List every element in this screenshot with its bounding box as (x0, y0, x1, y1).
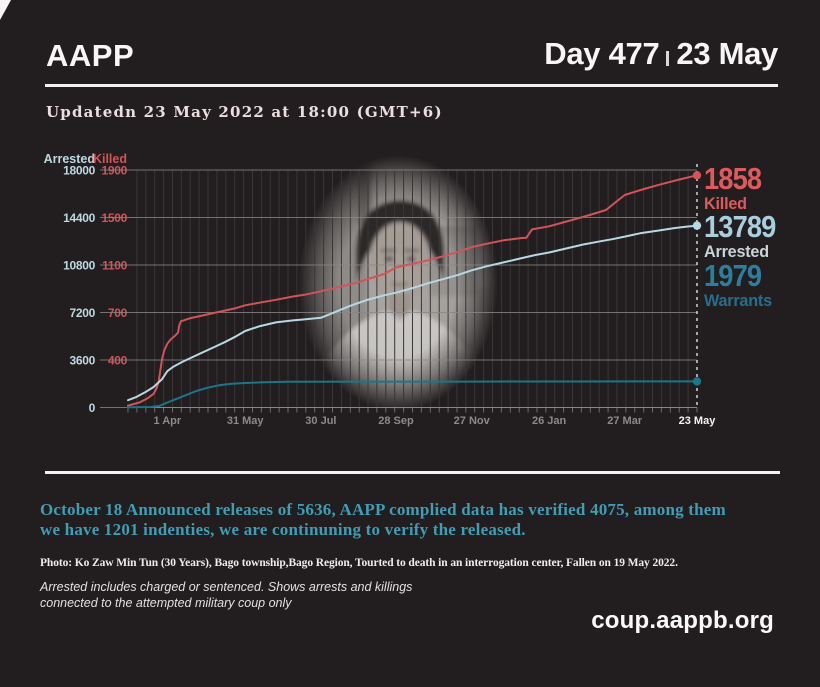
arrested-axis-tick: 18000 (63, 164, 95, 178)
header-rule (45, 84, 778, 87)
x-tick-label: 23 May (679, 415, 717, 427)
x-tick-label: 1 Apr (153, 415, 181, 427)
updated-line: Updatedn 23 May 2022 at 18:00 (GMT+6) (46, 103, 443, 121)
warrants-count: 1979 (704, 258, 762, 293)
stat-killed: 1858 Killed (704, 163, 769, 212)
arrested-axis-tick: 10800 (63, 259, 95, 273)
release-note-line1: October 18 Announced releases of 5636, A… (40, 500, 726, 519)
stat-warrants: 1979 Warrants (704, 260, 775, 309)
killed-line (127, 174, 698, 407)
x-tick-label: 27 Mar (607, 415, 643, 427)
killed-count-label: Killed (704, 194, 747, 213)
disclaimer: Arrested includes charged or sentenced. … (40, 580, 412, 611)
x-tick-label: 28 Sep (378, 415, 414, 427)
x-tick-label: 27 Nov (454, 415, 491, 427)
day-date-divider (666, 50, 670, 66)
warrants-count-label: Warrants (704, 291, 772, 310)
arrested-axis-tick: 14400 (63, 211, 95, 225)
aapp-logo: AAPP (46, 38, 135, 73)
arrested-axis-tick: 7200 (70, 306, 96, 320)
x-tick-label: 31 May (227, 415, 265, 427)
arrested-axis-tick: 0 (89, 401, 96, 415)
website-url: coup.aappb.org (591, 607, 774, 634)
arrested-line (127, 224, 698, 402)
stat-arrested: 13789 Arrested (704, 211, 785, 260)
release-note: October 18 Announced releases of 5636, A… (40, 500, 726, 540)
arrested-axis-tick: 3600 (70, 354, 96, 368)
killed-axis-title: Killed (93, 152, 127, 166)
trend-chart: Arrested Killed 190015001100700400180001… (44, 152, 717, 427)
victim-photo (295, 152, 501, 414)
x-tick-label: 30 Jul (305, 415, 336, 427)
arrested-end-dot (692, 221, 702, 230)
arrested-axis-title: Arrested (44, 152, 95, 166)
date-label: 23 May (676, 36, 778, 71)
arrested-count-label: Arrested (704, 242, 769, 261)
x-tick-label: 26 Jan (532, 415, 567, 427)
section-rule (45, 471, 780, 474)
release-note-line2: we have 1201 indenties, we are continuni… (40, 520, 526, 539)
corner-mark (0, 0, 11, 20)
killed-end-dot (692, 171, 702, 180)
warrants-end-dot (692, 377, 702, 386)
day-counter: Day 477 23 May (544, 36, 778, 72)
photo-caption: Photo: Ko Zaw Min Tun (30 Years), Bago t… (40, 557, 678, 569)
day-label: Day 477 (544, 36, 660, 71)
disclaimer-line1: Arrested includes charged or sentenced. … (40, 580, 413, 594)
disclaimer-line2: connected to the attempted military coup… (40, 595, 292, 610)
warrants-line (127, 380, 698, 409)
killed-count: 1858 (704, 161, 762, 196)
arrested-count: 13789 (704, 209, 776, 244)
